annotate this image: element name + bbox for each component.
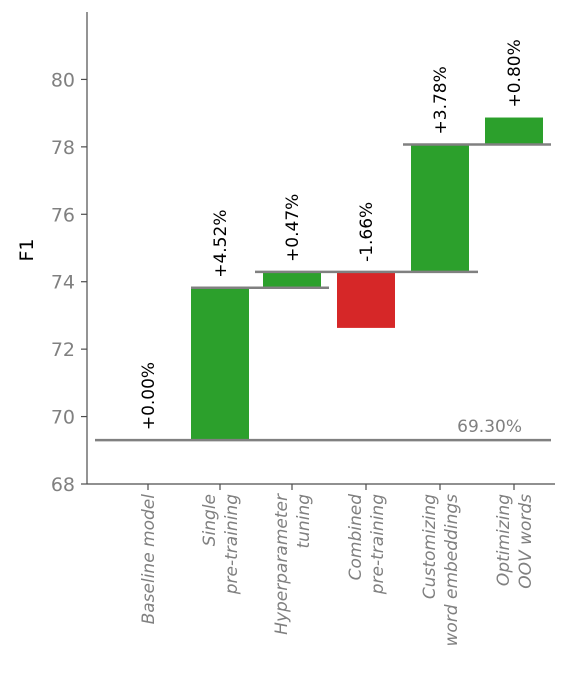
x-tick-label: Combined: [346, 494, 366, 581]
step-value-label: -1.66%: [357, 202, 377, 262]
step-value-label: +0.80%: [505, 39, 525, 107]
step-value-label: +0.47%: [283, 194, 303, 262]
x-tick-label: word embeddings: [442, 494, 462, 647]
y-axis-label: F1: [16, 238, 38, 261]
step-value-label: +4.52%: [211, 210, 231, 278]
y-tick-label: 78: [51, 137, 75, 159]
x-tick-label: tuning: [294, 494, 314, 549]
waterfall-bar: [337, 271, 395, 328]
x-tick-label: Customizing: [420, 494, 440, 599]
waterfall-bar: [411, 144, 469, 272]
x-tick-label: pre-training: [222, 494, 242, 595]
level-lines-layer: [95, 143, 551, 442]
y-tick-label: 70: [51, 407, 75, 429]
x-tick-label: Optimizing: [494, 494, 514, 586]
y-tick-label: 74: [51, 272, 75, 294]
step-value-label: +3.78%: [431, 66, 451, 134]
waterfall-bar: [191, 287, 249, 441]
waterfall-bar: [263, 271, 321, 288]
y-tick-label: 80: [51, 69, 75, 91]
y-tick-label: 76: [51, 204, 75, 226]
y-tick-label: 68: [51, 474, 75, 496]
x-tick-label: pre-training: [368, 494, 388, 595]
y-tick-label: 72: [51, 339, 75, 361]
x-tick-label: Single: [200, 494, 220, 546]
baseline-value-label: 69.30%: [457, 417, 522, 437]
x-tick-label: Baseline model: [139, 494, 159, 625]
x-tick-label: OOV words: [516, 494, 536, 589]
labels-layer: +0.00% +4.52% +0.47% -1.66% +3.78% +0.80% 69.3…: [139, 39, 525, 437]
waterfall-bar: [485, 117, 543, 145]
bars-layer: [191, 117, 543, 441]
step-value-label: +0.00%: [139, 362, 159, 430]
x-tick-label: Hyperparameter: [272, 493, 292, 635]
